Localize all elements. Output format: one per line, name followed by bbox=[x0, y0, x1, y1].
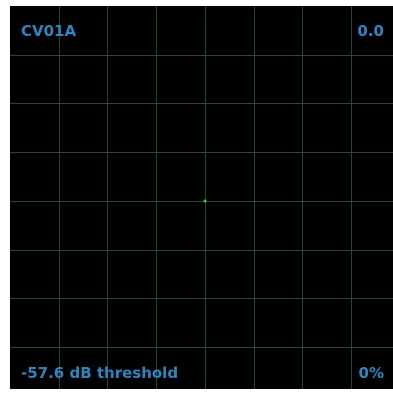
vectorscope-display: CV01A 0.0 -57.6 dB threshold 0% bbox=[10, 6, 393, 389]
signal-point bbox=[203, 199, 207, 203]
percent-readout: 0% bbox=[358, 364, 384, 382]
channel-label: CV01A bbox=[21, 22, 77, 40]
threshold-label: -57.6 dB threshold bbox=[21, 364, 179, 382]
scope-grid bbox=[10, 6, 393, 389]
top-value-readout: 0.0 bbox=[357, 22, 384, 40]
